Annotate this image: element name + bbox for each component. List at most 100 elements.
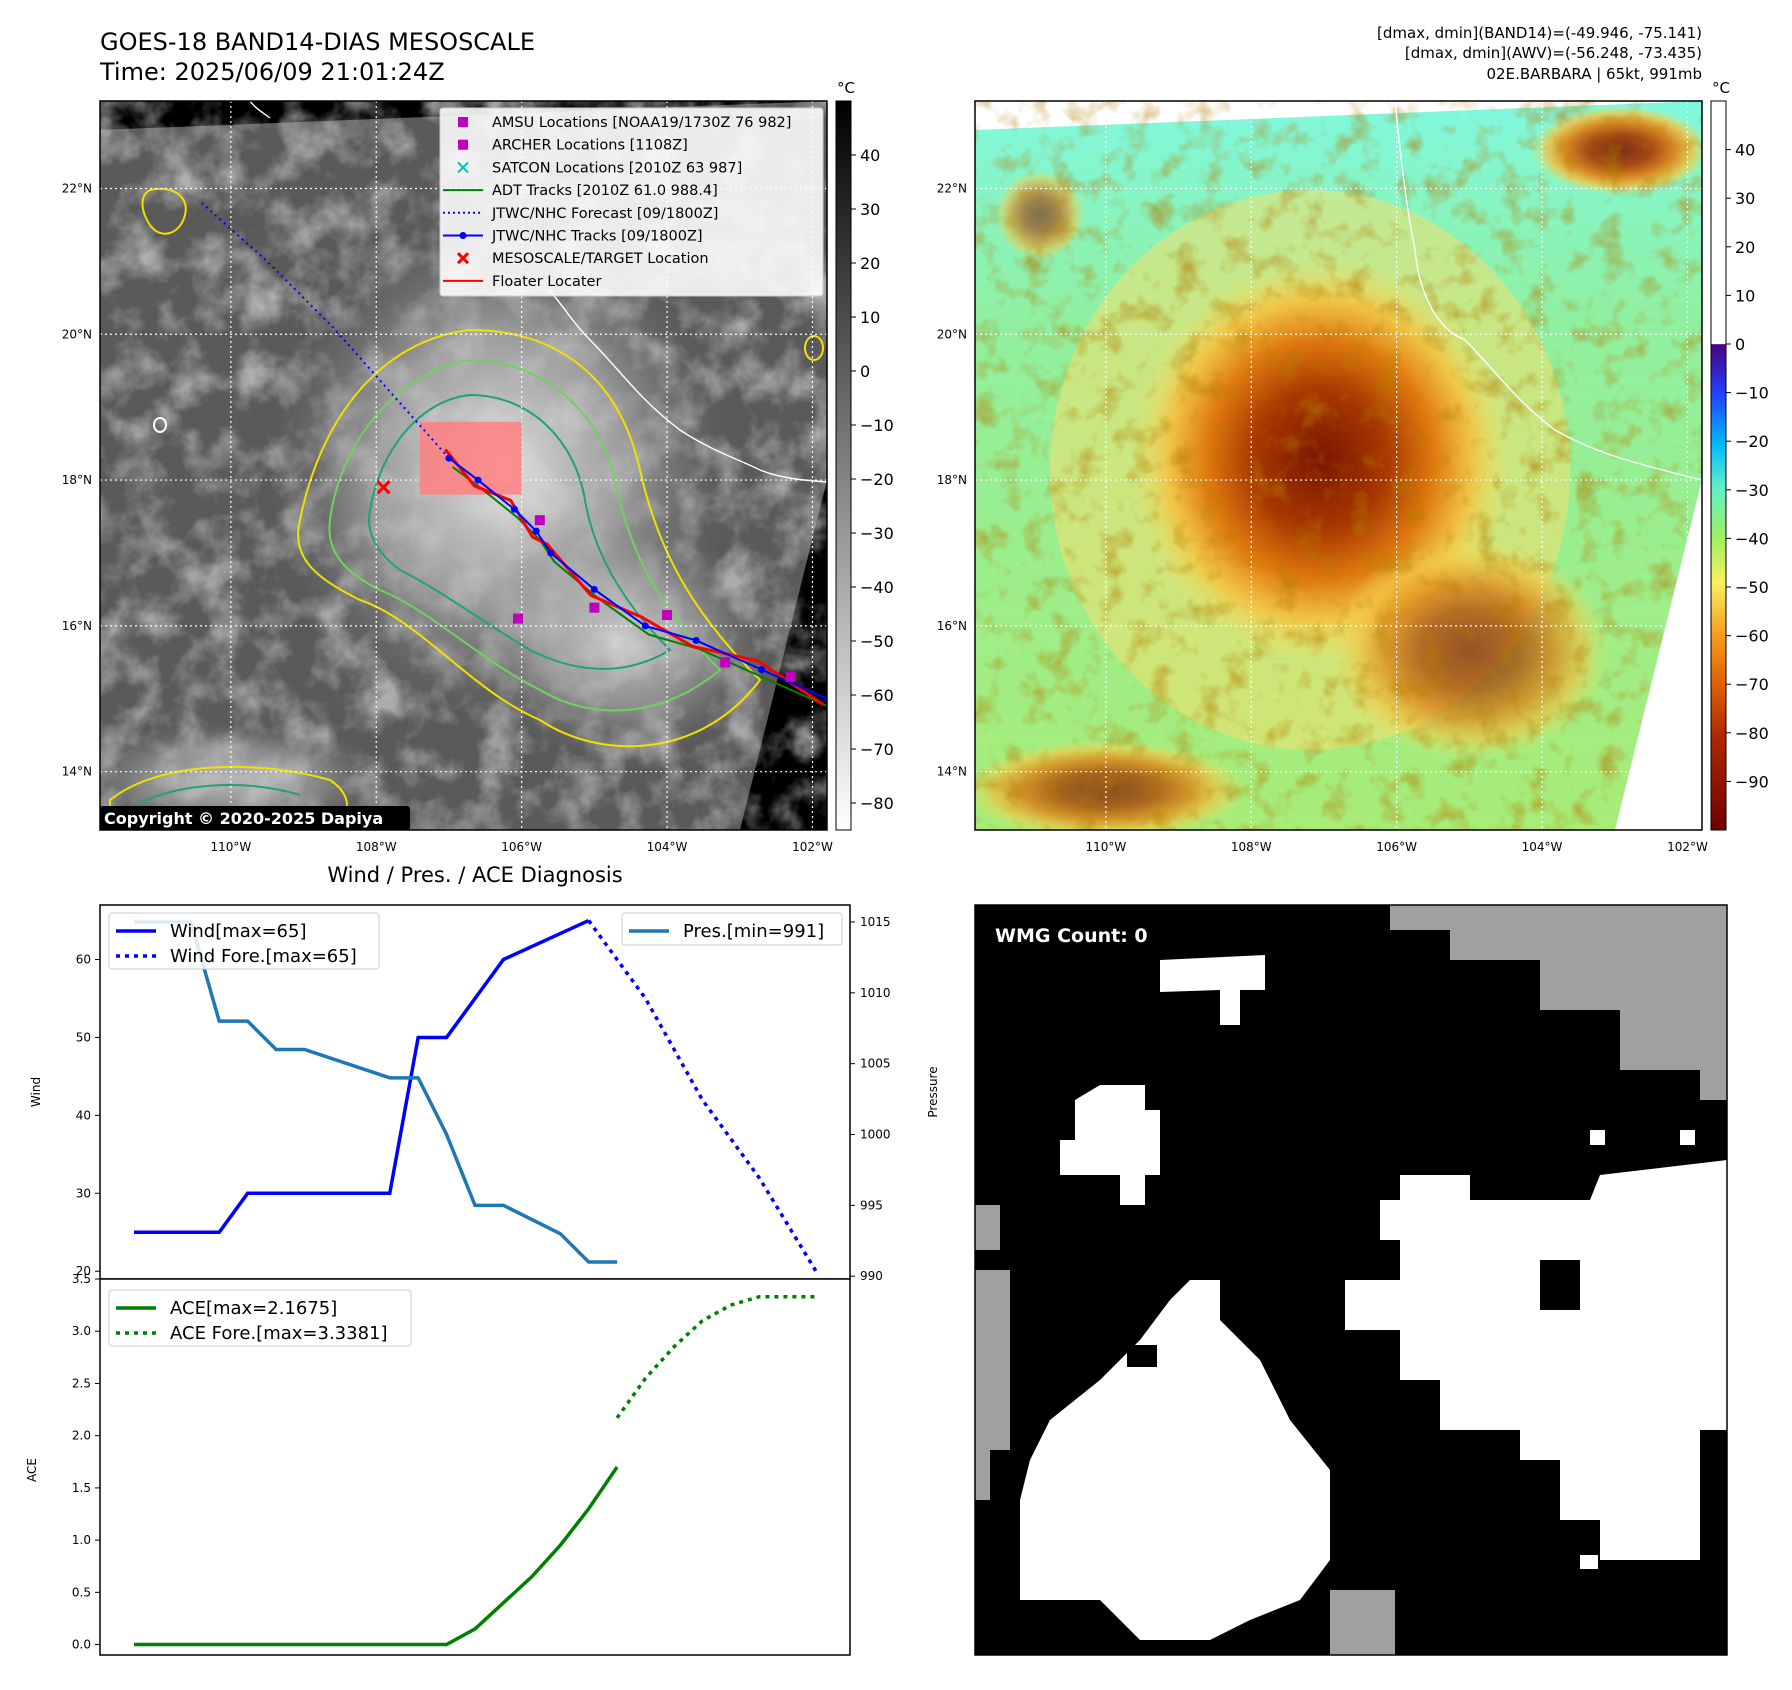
ir-colorbar: °C 40 30 20 10 0 −10 −20 −30 −40 −50 −60 −70 −80 bbox=[835, 79, 894, 831]
amsu-marker bbox=[662, 609, 673, 620]
best-track-point bbox=[823, 695, 827, 703]
ace-ylabel: ACE bbox=[25, 1458, 39, 1482]
colorbar-tick-label: −60 bbox=[860, 686, 894, 705]
wmg-gray-region-w bbox=[975, 1270, 1010, 1500]
amsu-marker bbox=[589, 602, 600, 613]
wind-ylabel: Wind bbox=[29, 1077, 43, 1107]
lon-tick-label: 110°W bbox=[1085, 840, 1126, 854]
pressure-legend-label: Pres.[min=991] bbox=[683, 921, 824, 942]
lon-tick-label: 108°W bbox=[1231, 840, 1272, 854]
wind-legend-label: Wind[max=65] bbox=[170, 921, 307, 942]
ace-legend-box bbox=[108, 1289, 412, 1347]
series-line bbox=[134, 918, 590, 1234]
legend-item: ADT Tracks [2010Z 61.0 988.4] bbox=[443, 183, 718, 199]
series-line bbox=[615, 1295, 816, 1419]
colorbar-tick-label: 40 bbox=[1735, 141, 1755, 160]
pressure-ytick-label: 1010 bbox=[860, 986, 891, 1000]
wmg-gray-region-w2 bbox=[975, 1205, 1000, 1250]
copyright-badge: Copyright © 2020-2025 Dapiya bbox=[100, 806, 410, 830]
ace-legend-label: ACE[max=2.1675] bbox=[170, 1298, 337, 1319]
colorbar-tick-label: −10 bbox=[860, 416, 894, 435]
colorbar-tick-label: −20 bbox=[860, 470, 894, 489]
best-track-point bbox=[547, 549, 555, 557]
ace-ytick-label: 2.0 bbox=[72, 1429, 91, 1443]
ace-ytick-label: 1.0 bbox=[72, 1533, 91, 1547]
ace-ytick-label: 1.5 bbox=[72, 1481, 91, 1495]
ir-rainband bbox=[470, 520, 770, 760]
lon-tick-label: 104°W bbox=[647, 840, 688, 854]
legend-item: JTWC/NHC Forecast [09/1800Z] bbox=[443, 206, 718, 222]
legend-item: JTWC/NHC Tracks [09/1800Z] bbox=[443, 229, 703, 245]
lat-tick-label: 20°N bbox=[62, 327, 92, 341]
colorbar-tick-label: 30 bbox=[860, 200, 880, 219]
wmg-gray-region-ne bbox=[1390, 905, 1727, 1100]
target-marker bbox=[376, 480, 391, 495]
wmg-frame bbox=[974, 904, 1728, 1656]
colorbar-tick-label: 30 bbox=[1735, 189, 1755, 208]
colorbar-tick-label: −40 bbox=[860, 578, 894, 597]
colorbar-tick-label: −60 bbox=[1735, 627, 1769, 646]
lat-tick-label: 18°N bbox=[62, 473, 92, 487]
legend-label: JTWC/NHC Forecast [09/1800Z] bbox=[491, 206, 718, 222]
awv-colorbar: °C 40 30 20 10 0 −10 −20 −30 −40 −50 −60 −70 −80 −90 bbox=[1710, 79, 1769, 831]
awv-texture bbox=[975, 101, 1702, 830]
wind-legend-label: Wind Fore.[max=65] bbox=[170, 946, 357, 967]
legend-item: AMSU Locations [NOAA19/1730Z 76 982] bbox=[458, 115, 791, 131]
legend-item: SATCON Locations [2010Z 63 987] bbox=[457, 160, 742, 176]
wind-ytick-label: 60 bbox=[76, 953, 91, 967]
colorbar-tick-label: −70 bbox=[1735, 675, 1769, 694]
ace-legend: ACE[max=2.1675] ACE Fore.[max=3.3381] bbox=[108, 1289, 412, 1347]
wmg-panel: WMG Count: 0 bbox=[974, 904, 1728, 1656]
pressure-ytick-label: 1015 bbox=[860, 915, 891, 929]
amsu-marker bbox=[534, 515, 545, 526]
legend-square-icon bbox=[458, 117, 468, 127]
colorbar-tick-label: 20 bbox=[1735, 238, 1755, 257]
info-band14: [dmax, dmin](BAND14)=(-49.946, -75.141) bbox=[1377, 24, 1702, 42]
best-track-point bbox=[641, 622, 649, 630]
copyright-text: Copyright © 2020-2025 Dapiya bbox=[104, 809, 383, 828]
legend-box bbox=[439, 107, 824, 297]
lat-tick-label: 18°N bbox=[937, 473, 967, 487]
colorbar-tick-label: −70 bbox=[860, 740, 894, 759]
best-track-point bbox=[532, 527, 540, 535]
ace-ytick-label: 3.5 bbox=[72, 1272, 91, 1286]
wmg-white-patch-2 bbox=[1060, 1085, 1160, 1205]
lat-tick-label: 20°N bbox=[937, 327, 967, 341]
best-track-point bbox=[758, 666, 766, 674]
colorbar-tick-label: −20 bbox=[1735, 432, 1769, 451]
colorbar-tick-label: −40 bbox=[1735, 529, 1769, 548]
lat-tick-label: 22°N bbox=[937, 181, 967, 195]
best-track-line bbox=[448, 457, 827, 700]
wmg-white-patch-3 bbox=[1345, 1160, 1727, 1560]
colorbar-tick-label: −80 bbox=[1735, 724, 1769, 743]
wind-ytick-label: 50 bbox=[76, 1030, 91, 1044]
wmg-black-hole bbox=[1540, 1260, 1580, 1310]
colorbar-tick-label: −50 bbox=[860, 632, 894, 651]
colorbar-tick-label: −10 bbox=[1735, 384, 1769, 403]
lon-tick-label: 104°W bbox=[1522, 840, 1563, 854]
pressure-ytick-label: 995 bbox=[860, 1198, 883, 1212]
map-legend: AMSU Locations [NOAA19/1730Z 76 982] ARCH… bbox=[439, 107, 824, 297]
awv-gridlines bbox=[975, 101, 1702, 830]
best-track-point bbox=[445, 454, 453, 462]
wind-legend: Wind[max=65] Wind Fore.[max=65] bbox=[108, 912, 380, 970]
ir-colorbar-gradient bbox=[835, 100, 852, 831]
best-track-point bbox=[590, 585, 598, 593]
wind-legend-box bbox=[108, 912, 380, 970]
best-track-point bbox=[510, 505, 518, 513]
figure-title: GOES-18 BAND14-DIAS MESOSCALE bbox=[100, 28, 535, 56]
lon-tick-label: 110°W bbox=[210, 840, 251, 854]
awv-colorbar-gradient bbox=[1710, 100, 1727, 831]
ace-legend-label: ACE Fore.[max=3.3381] bbox=[170, 1323, 388, 1344]
amsu-marker bbox=[785, 671, 796, 682]
ir-map-frame bbox=[99, 100, 828, 831]
lat-tick-label: 14°N bbox=[62, 765, 92, 779]
lon-tick-label: 108°W bbox=[356, 840, 397, 854]
legend-item: Floater Locater bbox=[443, 274, 601, 290]
legend-label: MESOSCALE/TARGET Location bbox=[492, 251, 709, 267]
pressure-ytick-label: 1005 bbox=[860, 1057, 891, 1071]
colorbar-tick-label: −30 bbox=[860, 524, 894, 543]
legend-label: ARCHER Locations [1108Z] bbox=[492, 138, 688, 154]
legend-label: JTWC/NHC Tracks [09/1800Z] bbox=[491, 229, 703, 245]
